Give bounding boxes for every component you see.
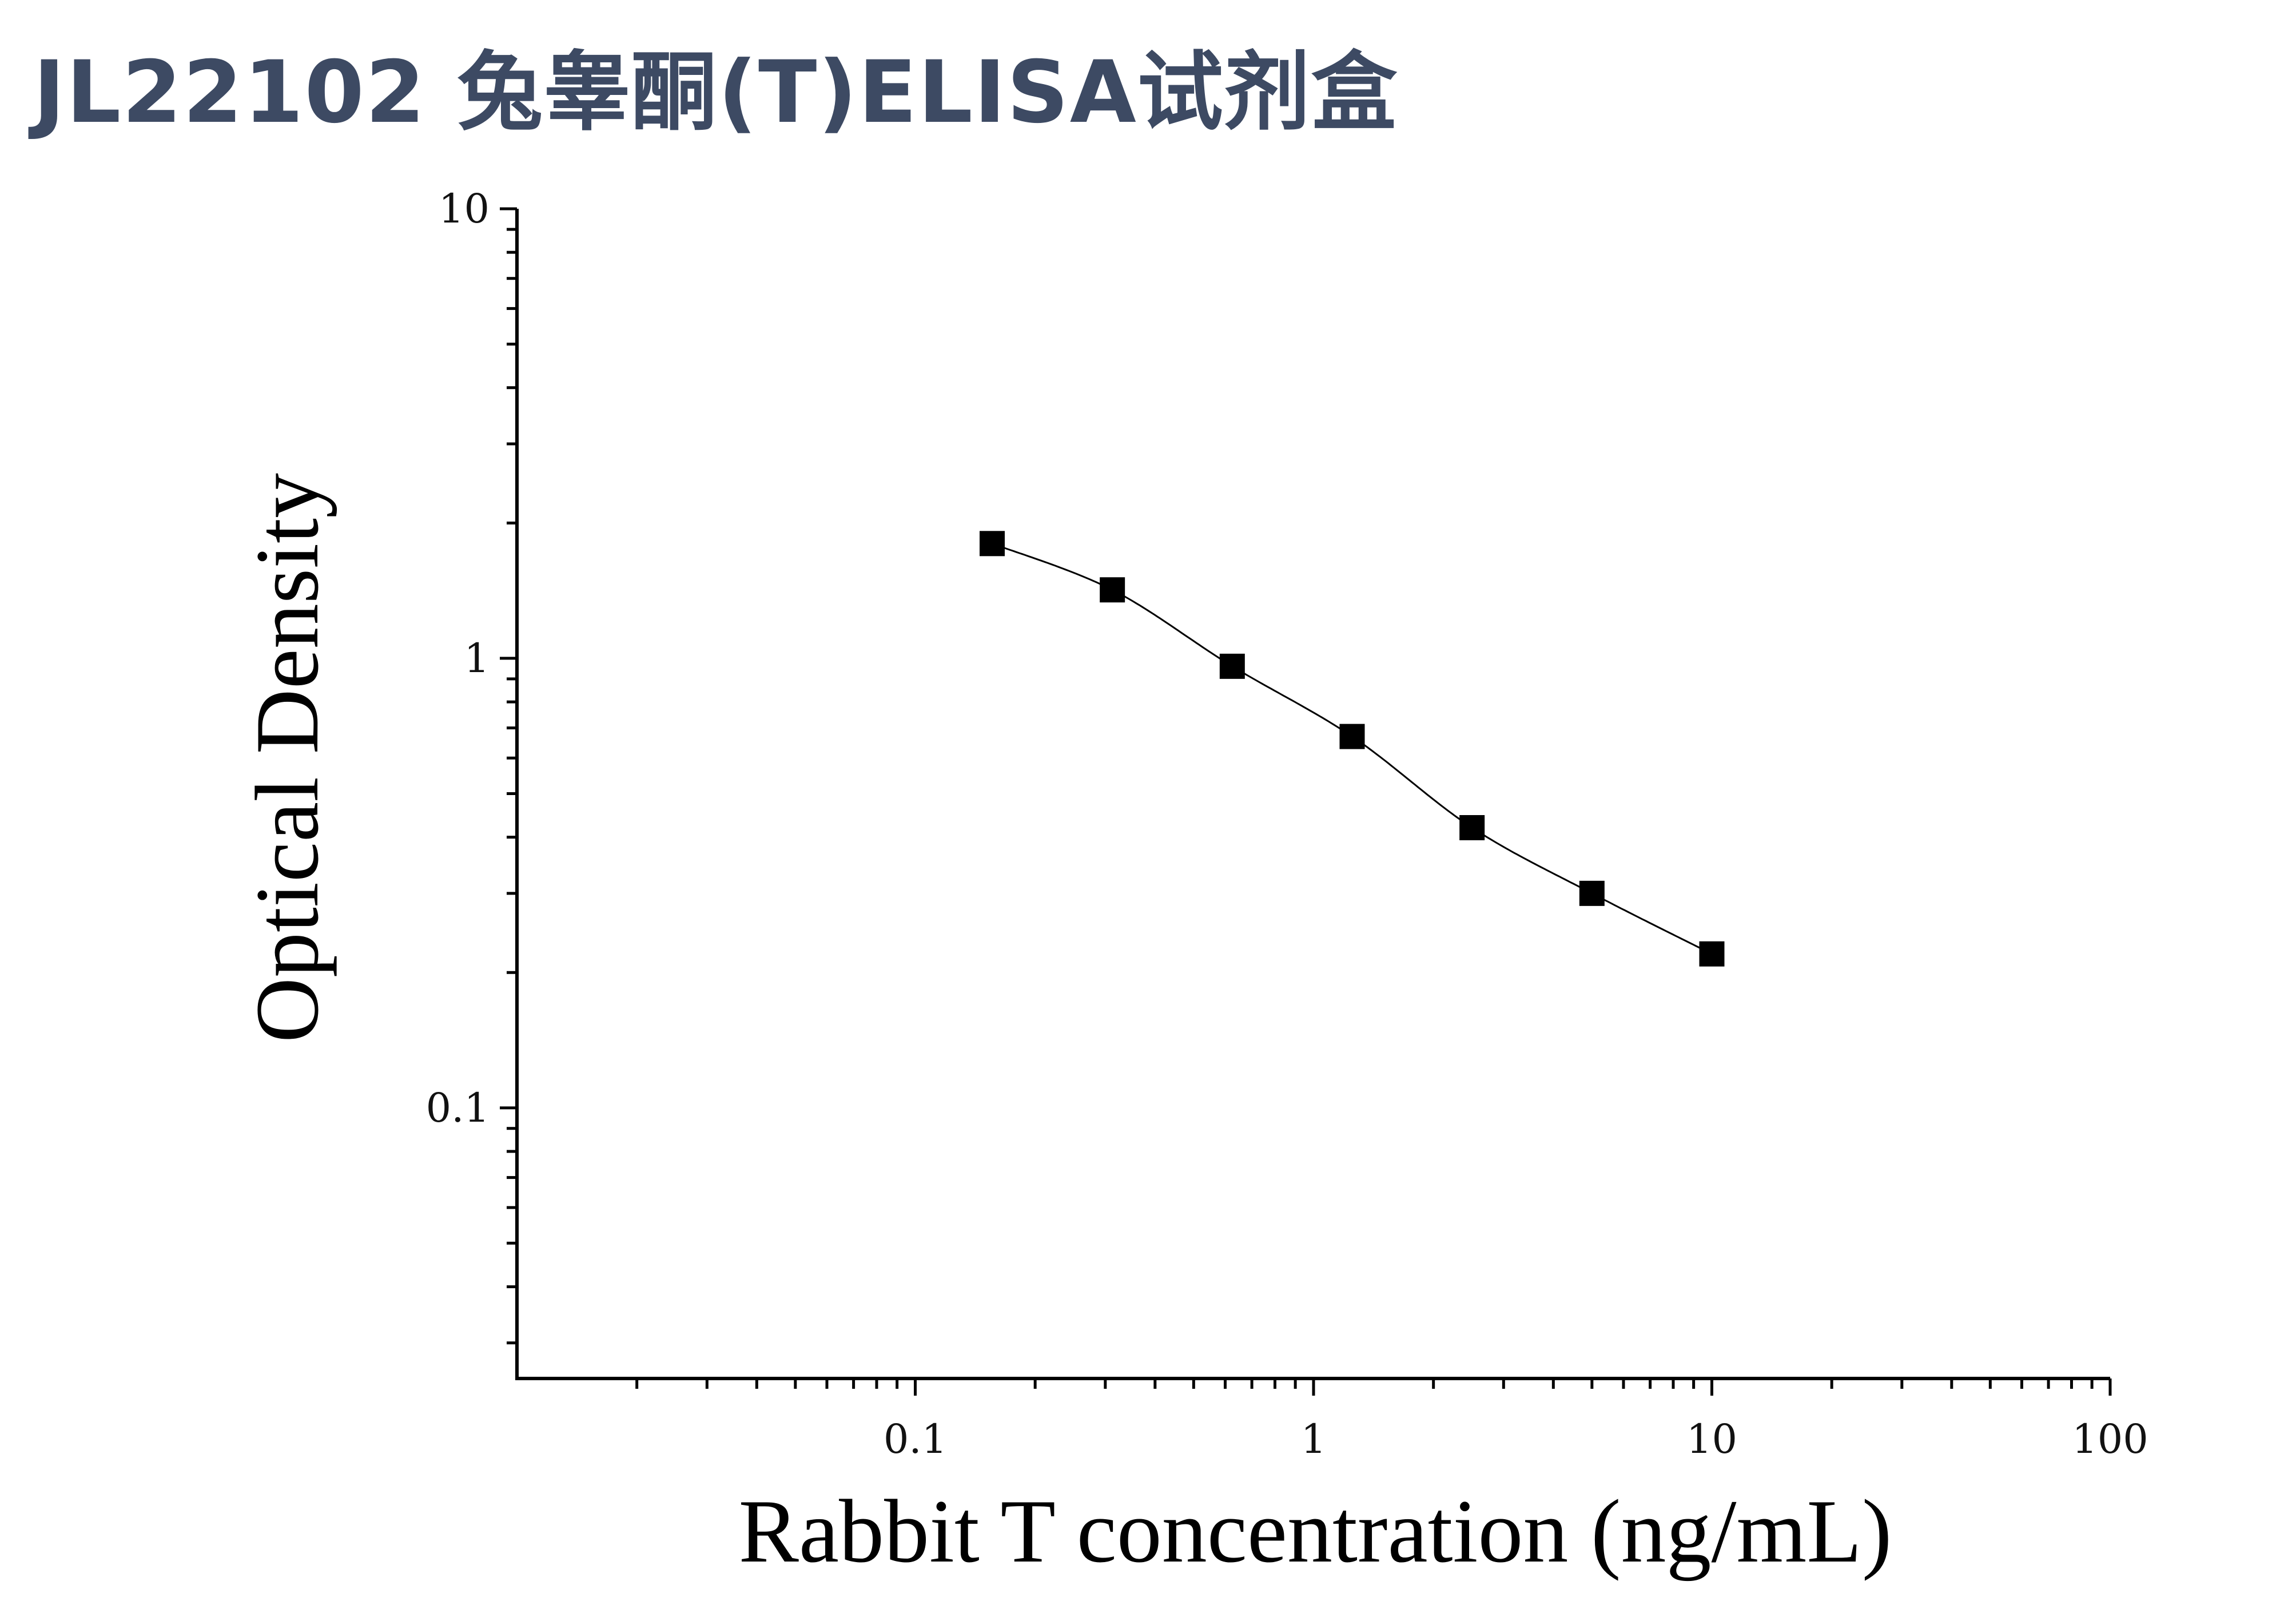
y-axis-title: Optical Density <box>237 473 337 1043</box>
y-tick-label: 10 <box>439 185 490 232</box>
page-title: JL22102 兔睾酮(T)ELISA试剂盒 <box>33 43 1398 142</box>
data-point <box>1579 880 1605 906</box>
y-tick-label: 1 <box>464 635 490 682</box>
x-tick-label: 0.1 <box>884 1416 947 1463</box>
data-point <box>1699 941 1725 967</box>
y-tick-label: 0.1 <box>426 1084 490 1131</box>
data-point <box>1459 815 1485 841</box>
data-points <box>980 531 1725 967</box>
x-tick-label: 1 <box>1301 1416 1327 1463</box>
x-axis: 0.1 1 10 100 <box>515 1377 2148 1463</box>
x-tick-label: 100 <box>2072 1416 2148 1463</box>
data-point <box>1219 653 1245 679</box>
x-axis-title: Rabbit T concentration (ng/mL) <box>739 1481 1892 1582</box>
data-point <box>980 531 1005 557</box>
data-point <box>1100 577 1125 603</box>
data-point <box>1339 724 1365 749</box>
x-tick-label: 10 <box>1686 1416 1737 1463</box>
y-axis: 0.1 1 10 <box>426 185 519 1378</box>
